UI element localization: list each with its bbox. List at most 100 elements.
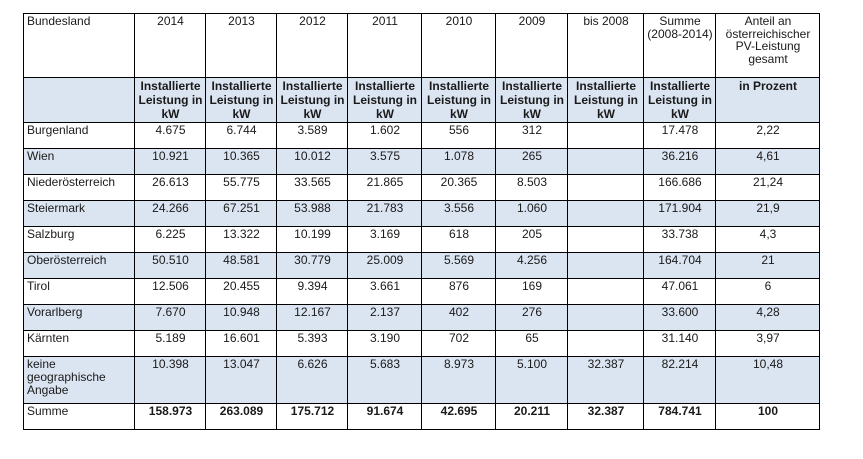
total-value-cell: 20.211 [495, 403, 568, 430]
value-cell: 166.686 [643, 174, 716, 201]
value-cell: 4,61 [715, 148, 820, 175]
header-cell: 2009 [495, 13, 568, 78]
unit-cell: in Prozent [715, 77, 820, 123]
unit-cell: Installierte Leistung in kW [205, 77, 277, 123]
value-cell: 26.613 [134, 174, 206, 201]
unit-cell: Installierte Leistung in kW [495, 77, 568, 123]
table-row: Steiermark 24.266 67.251 53.988 21.783 3.556 1… [23, 200, 820, 227]
value-cell: 48.581 [205, 252, 277, 279]
value-cell: 3,97 [715, 330, 820, 357]
value-cell: 8.503 [495, 174, 568, 201]
header-cell: Anteil an österreichischer PV-Leistung g… [715, 13, 820, 78]
total-row: Summe 158.973 263.089 175.712 91.674 42.695 20… [23, 403, 820, 430]
total-label-cell: Summe [23, 403, 135, 430]
bundesland-cell: Niederösterreich [23, 174, 135, 201]
value-cell: 171.904 [643, 200, 716, 227]
total-value-cell: 42.695 [421, 403, 496, 430]
value-cell: 33.565 [276, 174, 348, 201]
total-value-cell: 158.973 [134, 403, 206, 430]
header-cell: 2014 [134, 13, 206, 78]
unit-cell: Installierte Leistung in kW [421, 77, 496, 123]
total-value-cell: 100 [715, 403, 820, 430]
value-cell: 65 [495, 330, 568, 357]
value-cell [567, 148, 644, 175]
bundesland-cell: Vorarlberg [23, 304, 135, 331]
value-cell: 3.661 [347, 278, 422, 305]
value-cell: 2.137 [347, 304, 422, 331]
total-value-cell: 784.741 [643, 403, 716, 430]
value-cell: 2,22 [715, 122, 820, 149]
value-cell: 53.988 [276, 200, 348, 227]
value-cell: 876 [421, 278, 496, 305]
value-cell [567, 226, 644, 253]
value-cell: 21.783 [347, 200, 422, 227]
value-cell: 20.455 [205, 278, 277, 305]
value-cell: 5.683 [347, 356, 422, 404]
table-row: Vorarlberg 7.670 10.948 12.167 2.137 402 276 33… [23, 304, 820, 331]
value-cell [567, 122, 644, 149]
value-cell: 1.078 [421, 148, 496, 175]
value-cell: 50.510 [134, 252, 206, 279]
units-row: Installierte Leistung in kW Installierte… [23, 77, 820, 123]
value-cell: 33.738 [643, 226, 716, 253]
value-cell: 6.225 [134, 226, 206, 253]
value-cell: 4,3 [715, 226, 820, 253]
value-cell: 5.189 [134, 330, 206, 357]
value-cell: 6.626 [276, 356, 348, 404]
value-cell: 55.775 [205, 174, 277, 201]
value-cell: 10.948 [205, 304, 277, 331]
value-cell: 13.047 [205, 356, 277, 404]
value-cell: 265 [495, 148, 568, 175]
table-row: keine geographische Angabe 10.398 13.047 6.… [23, 356, 820, 404]
value-cell: 9.394 [276, 278, 348, 305]
value-cell: 1.602 [347, 122, 422, 149]
value-cell: 3.589 [276, 122, 348, 149]
pv-capacity-table: Bundesland 2014 2013 2012 2011 2010 2009… [23, 13, 820, 430]
value-cell: 5.100 [495, 356, 568, 404]
value-cell: 3.169 [347, 226, 422, 253]
value-cell: 169 [495, 278, 568, 305]
value-cell: 7.670 [134, 304, 206, 331]
total-value-cell: 32.387 [567, 403, 644, 430]
value-cell: 31.140 [643, 330, 716, 357]
value-cell: 3.556 [421, 200, 496, 227]
value-cell: 20.365 [421, 174, 496, 201]
unit-cell: Installierte Leistung in kW [347, 77, 422, 123]
value-cell [567, 278, 644, 305]
table-row: Tirol 12.506 20.455 9.394 3.661 876 169 47.061 6 [23, 278, 820, 305]
value-cell: 5.569 [421, 252, 496, 279]
value-cell: 10.921 [134, 148, 206, 175]
value-cell [567, 200, 644, 227]
value-cell: 4,28 [715, 304, 820, 331]
value-cell: 10.012 [276, 148, 348, 175]
value-cell: 82.214 [643, 356, 716, 404]
bundesland-cell: Kärnten [23, 330, 135, 357]
value-cell [567, 252, 644, 279]
table-row: Salzburg 6.225 13.322 10.199 3.169 618 205 33.7… [23, 226, 820, 253]
value-cell: 276 [495, 304, 568, 331]
value-cell: 67.251 [205, 200, 277, 227]
value-cell: 6 [715, 278, 820, 305]
value-cell: 10.365 [205, 148, 277, 175]
value-cell: 4.256 [495, 252, 568, 279]
value-cell: 21,24 [715, 174, 820, 201]
total-value-cell: 263.089 [205, 403, 277, 430]
table-row: Kärnten 5.189 16.601 5.393 3.190 702 65 31.140 3… [23, 330, 820, 357]
unit-cell: Installierte Leistung in kW [643, 77, 716, 123]
value-cell: 164.704 [643, 252, 716, 279]
value-cell [567, 304, 644, 331]
total-value-cell: 91.674 [347, 403, 422, 430]
value-cell: 1.060 [495, 200, 568, 227]
value-cell [567, 174, 644, 201]
value-cell: 3.575 [347, 148, 422, 175]
value-cell: 3.190 [347, 330, 422, 357]
value-cell: 10,48 [715, 356, 820, 404]
unit-cell: Installierte Leistung in kW [567, 77, 644, 123]
value-cell: 21,9 [715, 200, 820, 227]
value-cell: 8.973 [421, 356, 496, 404]
value-cell: 47.061 [643, 278, 716, 305]
value-cell: 4.675 [134, 122, 206, 149]
unit-cell [23, 77, 135, 123]
value-cell: 556 [421, 122, 496, 149]
value-cell: 21 [715, 252, 820, 279]
